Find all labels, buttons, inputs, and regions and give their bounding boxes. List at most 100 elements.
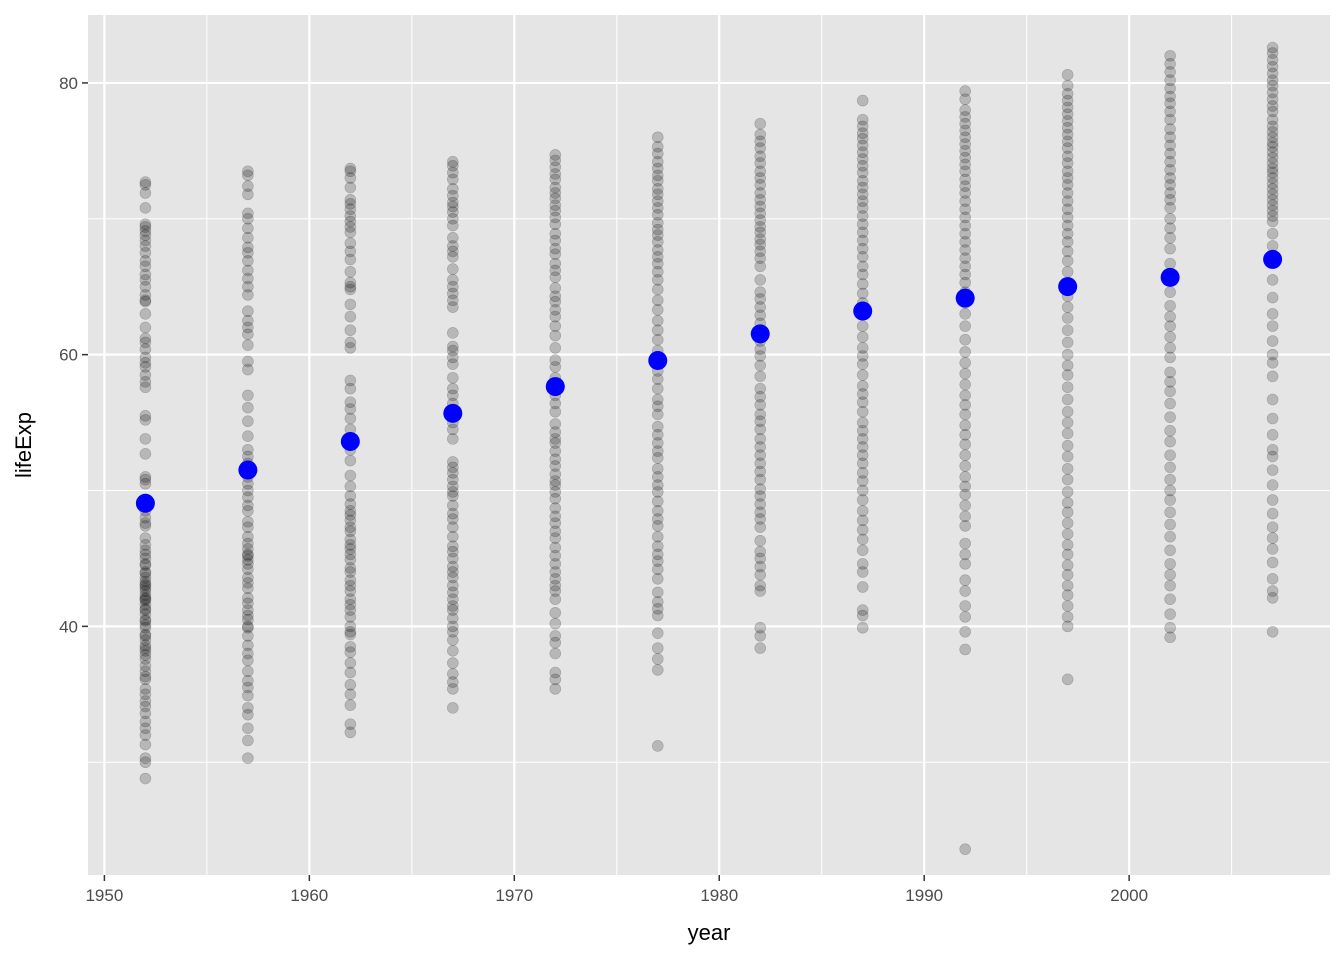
data-point xyxy=(651,373,664,385)
data-point xyxy=(139,520,152,532)
data-point xyxy=(651,452,664,464)
data-point xyxy=(344,699,357,711)
data-point xyxy=(242,558,254,570)
data-point xyxy=(651,548,664,561)
data-point xyxy=(447,189,459,202)
data-point xyxy=(242,232,254,244)
data-point xyxy=(1266,172,1279,184)
data-point xyxy=(754,490,767,502)
data-point xyxy=(754,630,767,642)
data-point xyxy=(856,380,869,392)
data-point xyxy=(754,390,767,403)
data-point xyxy=(1266,348,1279,361)
data-point xyxy=(344,509,357,521)
data-point xyxy=(447,683,459,695)
data-point xyxy=(651,408,664,421)
data-point xyxy=(754,457,767,470)
data-point xyxy=(549,271,562,284)
data-point xyxy=(1266,204,1279,217)
data-point xyxy=(242,654,254,667)
data-point xyxy=(856,505,869,517)
data-point xyxy=(242,499,254,512)
data-point xyxy=(1061,301,1074,313)
data-point xyxy=(139,639,152,652)
data-point xyxy=(139,255,152,267)
data-point xyxy=(651,495,664,508)
data-point xyxy=(1164,155,1176,168)
data-point xyxy=(1061,121,1074,134)
data-point xyxy=(139,179,152,191)
data-point xyxy=(242,505,254,517)
data-point xyxy=(1266,320,1279,332)
data-point xyxy=(1266,335,1279,347)
data-point xyxy=(139,695,152,707)
data-point xyxy=(344,598,357,611)
data-point xyxy=(242,328,254,341)
data-point xyxy=(959,643,971,656)
data-point xyxy=(139,738,152,751)
data-point xyxy=(959,449,971,461)
data-point xyxy=(344,521,357,533)
data-point xyxy=(344,525,357,538)
data-point xyxy=(139,274,152,286)
data-point xyxy=(856,202,869,214)
data-point xyxy=(447,251,459,263)
data-point xyxy=(856,331,869,343)
data-point xyxy=(856,396,869,409)
data-point xyxy=(1266,543,1279,555)
data-point xyxy=(447,702,459,714)
data-point xyxy=(1061,115,1074,127)
data-point xyxy=(1061,336,1074,349)
data-point xyxy=(139,433,152,445)
data-point xyxy=(549,666,562,679)
data-point xyxy=(447,358,459,370)
data-point xyxy=(139,585,152,597)
y-axis-title: lifeExp xyxy=(11,412,36,478)
data-point xyxy=(959,346,971,358)
data-point xyxy=(549,437,562,449)
data-point xyxy=(242,165,254,178)
data-point xyxy=(242,241,254,254)
data-point xyxy=(1266,41,1279,54)
data-point xyxy=(549,304,562,316)
data-point xyxy=(959,124,971,137)
data-point xyxy=(1266,393,1279,406)
x-axis-title: year xyxy=(688,920,731,945)
data-point xyxy=(447,232,459,244)
data-point xyxy=(1266,215,1279,228)
data-point xyxy=(754,579,767,592)
data-point xyxy=(1266,188,1279,201)
data-point xyxy=(1061,439,1074,452)
data-point xyxy=(1266,54,1279,66)
data-point xyxy=(651,520,664,532)
data-point xyxy=(344,276,357,289)
data-point xyxy=(139,571,152,584)
data-point xyxy=(139,289,152,301)
data-point xyxy=(959,548,971,561)
data-point xyxy=(1164,366,1176,379)
data-point xyxy=(242,212,254,225)
data-point xyxy=(959,389,971,402)
data-point xyxy=(1164,123,1176,135)
data-point xyxy=(651,188,664,201)
data-point xyxy=(139,176,152,188)
data-point xyxy=(856,181,869,194)
data-point xyxy=(856,146,869,159)
data-point xyxy=(549,199,562,212)
data-point xyxy=(856,278,869,290)
data-point xyxy=(139,566,152,578)
data-point xyxy=(447,620,459,633)
data-point xyxy=(754,128,767,141)
data-point xyxy=(447,668,459,680)
data-point xyxy=(242,689,254,702)
data-point xyxy=(1266,626,1279,638)
data-point xyxy=(856,160,869,172)
data-point xyxy=(1061,589,1074,601)
data-point xyxy=(139,294,152,307)
data-point xyxy=(856,369,869,381)
data-point xyxy=(754,560,767,573)
data-point xyxy=(959,320,971,332)
data-point xyxy=(1164,310,1176,323)
data-point xyxy=(651,479,664,491)
data-point xyxy=(447,200,459,213)
